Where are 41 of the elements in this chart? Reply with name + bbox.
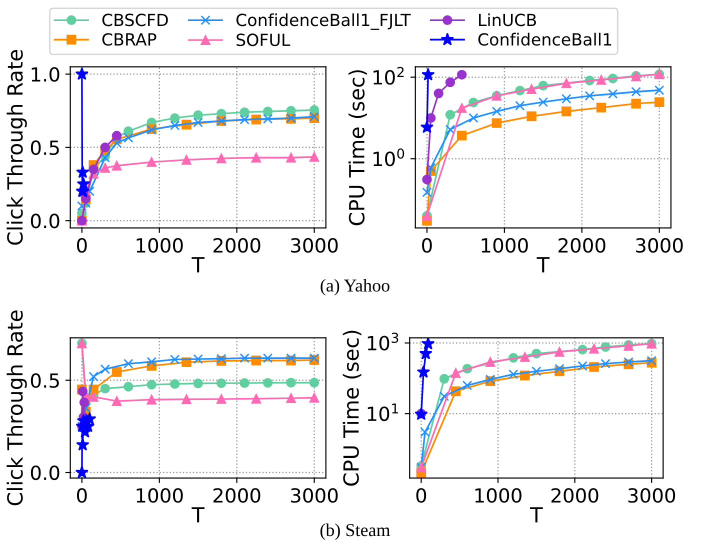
x-tick-label: 0 (77, 488, 87, 503)
x-tick-label: 1000 (475, 488, 522, 503)
legend-label: CBSCFD (102, 14, 168, 26)
x-tick-label: 2000 (551, 488, 598, 503)
y-axis-title: Click Through Rate (6, 50, 27, 245)
y-axis-title: CPU Time (sec) (342, 330, 362, 486)
y-tick-label: 0.0 (30, 465, 60, 480)
legend-label: ConfidenceBall1_FJLT (236, 13, 411, 30)
x-tick-label: 2000 (214, 238, 260, 253)
y-tick-label: 10$^{2}$ (374, 66, 404, 85)
x-axis-title: T (536, 257, 550, 272)
x-tick-label: 0 (77, 238, 87, 253)
y-tick-label: 0.5 (30, 373, 59, 388)
x-tick-label: 1000 (136, 238, 183, 253)
legend-label: CBRAP (102, 33, 156, 46)
x-tick-label: 3000 (636, 238, 683, 253)
x-tick-label: 2000 (558, 238, 606, 253)
x-tick-label: 0 (422, 238, 432, 253)
x-axis-title: T (192, 507, 205, 522)
text: (b) Steam (320, 523, 390, 540)
y-tick-label: 0.5 (30, 140, 59, 156)
y-axis-title: CPU Time (sec) (348, 70, 368, 226)
y-tick-label: 10$^{3}$ (368, 332, 398, 350)
y-tick-label: 1.0 (32, 67, 60, 82)
legend-label: ConfidenceBall1 (478, 32, 612, 46)
y-tick-label: 10$^{0}$ (374, 148, 404, 166)
legend-label: SOFUL (236, 34, 290, 46)
y-axis-title: Click Through Rate (6, 310, 27, 506)
legend-label: LinUCB (479, 13, 536, 26)
x-tick-label: 3000 (291, 488, 338, 503)
x-tick-label: 1000 (482, 238, 528, 253)
x-axis-title: T (192, 257, 205, 272)
y-tick-label: 10$^{1}$ (368, 404, 398, 422)
x-tick-label: 3000 (628, 488, 676, 503)
x-tick-label: 3000 (291, 238, 338, 253)
x-axis-title: T (530, 507, 543, 522)
x-tick-label: 1000 (136, 488, 183, 503)
x-tick-label: 2000 (214, 488, 260, 503)
x-tick-label: 0 (416, 488, 426, 503)
text: (a) Yahoo (320, 278, 390, 296)
y-tick-label: 0.0 (30, 214, 60, 228)
